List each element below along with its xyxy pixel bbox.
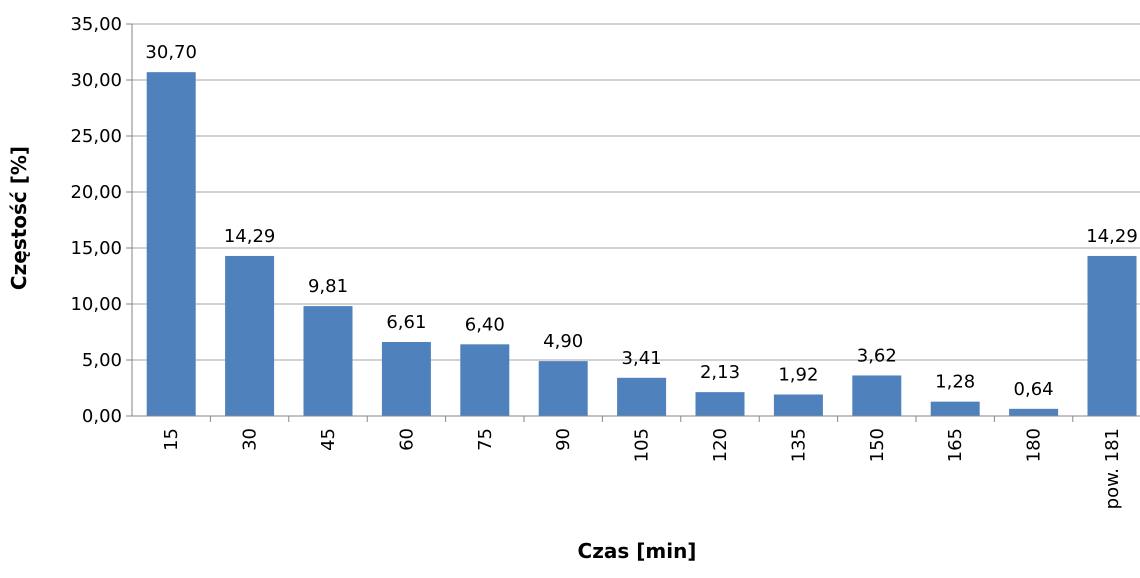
bar [460,344,510,416]
data-label: 1,92 [778,364,818,385]
x-axis-title: Czas [min] [578,539,697,563]
y-tick-label: 30,00 [70,70,122,91]
x-tick-labels: 15 30 45 60 75 90 105 120 135 150 165 180 pow. 181 [161,428,1123,509]
bar [1009,408,1059,416]
bar [773,394,823,416]
y-tick-label: 0,00 [82,406,122,427]
bar [225,255,275,416]
bar [695,392,745,416]
y-tick-label: 5,00 [82,350,122,371]
data-labels: 30,70 14,29 9,81 6,61 6,40 4,90 3,41 2,13 1,92 3,… [145,42,1137,400]
y-tick-label: 20,00 [70,182,122,203]
x-tick-label: 165 [945,428,966,462]
data-label: 1,28 [935,372,975,393]
x-tick-label: pow. 181 [1102,428,1123,509]
bar [930,401,980,416]
data-label: 9,81 [308,276,348,297]
bar [303,306,353,416]
data-label: 3,62 [857,345,897,366]
bar [617,377,667,416]
y-tick-label: 25,00 [70,126,122,147]
x-tick-label: 180 [1024,428,1045,462]
data-label: 30,70 [145,42,197,63]
x-tick-label: 150 [867,428,888,462]
data-label: 4,90 [543,331,583,352]
y-axis-title: Częstość [%] [7,146,31,290]
data-label: 0,64 [1014,379,1054,400]
y-tick-labels: 0,00 5,00 10,00 15,00 20,00 25,00 30,00 35,00 [70,14,122,427]
x-tick-label: 15 [161,428,182,451]
bar [852,375,902,416]
x-tick-label: 120 [710,428,731,462]
data-label: 2,13 [700,362,740,383]
x-tick-label: 90 [553,428,574,451]
y-tick-label: 15,00 [70,238,122,259]
data-label: 14,29 [224,226,276,247]
data-label: 6,61 [386,312,426,333]
x-tick-label: 30 [240,428,261,451]
bars [146,72,1137,416]
bar [381,341,431,416]
x-tick-label: 75 [475,428,496,451]
bar [538,361,588,416]
axes [126,23,1140,422]
data-label: 14,29 [1086,226,1138,247]
data-label: 3,41 [622,348,662,369]
y-tick-label: 10,00 [70,294,122,315]
bar [1087,255,1137,416]
x-tick-label: 135 [788,428,809,462]
bar [146,72,196,416]
x-tick-label: 105 [632,428,653,462]
gridlines [132,23,1140,361]
data-label: 6,40 [465,314,505,335]
x-tick-label: 60 [396,428,417,451]
x-tick-label: 45 [318,428,339,451]
y-tick-label: 35,00 [70,14,122,35]
